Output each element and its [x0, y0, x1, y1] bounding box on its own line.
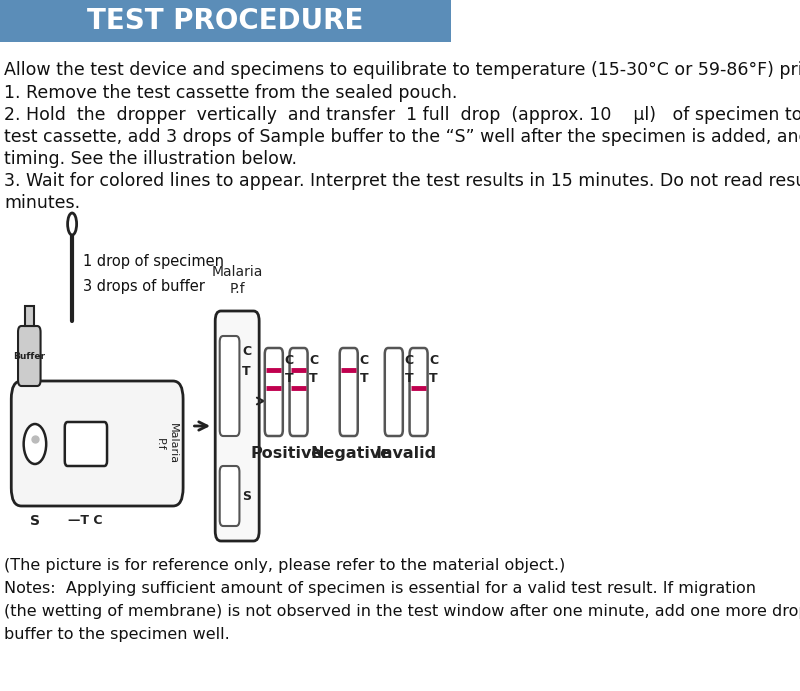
FancyBboxPatch shape — [220, 336, 239, 436]
FancyBboxPatch shape — [18, 326, 41, 386]
Text: 2. Hold  the  dropper  vertically  and transfer  1 full  drop  (approx. 10    μl: 2. Hold the dropper vertically and trans… — [4, 106, 800, 124]
Text: T: T — [242, 364, 251, 377]
Text: Negative: Negative — [311, 446, 392, 461]
Text: Buffer: Buffer — [14, 352, 46, 361]
Text: C: C — [405, 354, 414, 366]
Text: TEST PROCEDURE: TEST PROCEDURE — [87, 7, 363, 35]
Text: test cassette, add 3 drops of Sample buffer to the “S” well after the specimen i: test cassette, add 3 drops of Sample buf… — [4, 128, 800, 146]
Text: Allow the test device and specimens to equilibrate to temperature (15-30°C or 59: Allow the test device and specimens to e… — [4, 61, 800, 79]
Text: C: C — [359, 354, 369, 366]
Bar — [25, 306, 34, 326]
Text: Malaria
P.f: Malaria P.f — [155, 424, 178, 464]
Text: 3. Wait for colored lines to appear. Interpret the test results in 15 minutes. D: 3. Wait for colored lines to appear. Int… — [4, 172, 800, 190]
Text: minutes.: minutes. — [4, 194, 80, 212]
Text: T: T — [310, 372, 318, 384]
Text: C: C — [285, 354, 294, 366]
Ellipse shape — [68, 213, 77, 235]
FancyBboxPatch shape — [215, 311, 259, 541]
FancyBboxPatch shape — [65, 422, 107, 466]
Text: —T C: —T C — [68, 514, 103, 527]
Text: 3 drops of buffer: 3 drops of buffer — [83, 278, 206, 294]
FancyBboxPatch shape — [220, 466, 239, 526]
Text: T: T — [430, 372, 438, 384]
Text: (The picture is for reference only, please refer to the material object.): (The picture is for reference only, plea… — [4, 558, 565, 573]
Text: T: T — [359, 372, 368, 384]
FancyBboxPatch shape — [11, 381, 183, 506]
Text: Notes:  Applying sufficient amount of specimen is essential for a valid test res: Notes: Applying sufficient amount of spe… — [4, 581, 756, 596]
FancyBboxPatch shape — [290, 348, 308, 436]
Text: timing. See the illustration below.: timing. See the illustration below. — [4, 150, 297, 168]
Text: 1. Remove the test cassette from the sealed pouch.: 1. Remove the test cassette from the sea… — [4, 84, 458, 102]
FancyBboxPatch shape — [410, 348, 428, 436]
Text: C: C — [430, 354, 438, 366]
Text: C: C — [310, 354, 318, 366]
FancyBboxPatch shape — [385, 348, 403, 436]
Text: T: T — [405, 372, 413, 384]
Bar — [0, 0, 450, 42]
Text: Positive: Positive — [250, 446, 322, 461]
FancyBboxPatch shape — [265, 348, 283, 436]
Circle shape — [24, 424, 46, 464]
Text: Malaria
P.f: Malaria P.f — [211, 265, 263, 296]
FancyBboxPatch shape — [340, 348, 358, 436]
Text: 1 drop of specimen: 1 drop of specimen — [83, 254, 224, 269]
Text: buffer to the specimen well.: buffer to the specimen well. — [4, 627, 230, 642]
Text: C: C — [242, 345, 251, 357]
Text: Invalid: Invalid — [376, 446, 437, 461]
Text: T: T — [285, 372, 293, 384]
Text: S: S — [242, 489, 251, 502]
Text: S: S — [30, 514, 40, 528]
Text: (the wetting of membrane) is not observed in the test window after one minute, a: (the wetting of membrane) is not observe… — [4, 604, 800, 619]
